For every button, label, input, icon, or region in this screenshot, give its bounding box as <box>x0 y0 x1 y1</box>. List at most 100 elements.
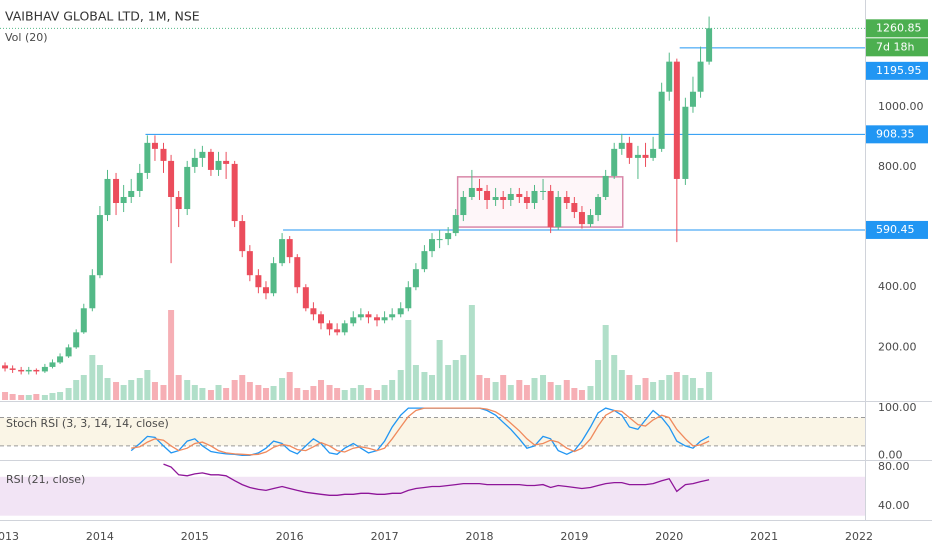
volume-bar <box>168 310 175 400</box>
volume-bar <box>587 386 594 400</box>
candle-body <box>334 329 341 333</box>
volume-bar <box>697 388 704 400</box>
volume-bar <box>578 390 585 400</box>
volume-bar <box>286 372 293 400</box>
volume-legend: Vol (20) <box>5 31 48 44</box>
volume-bar <box>484 378 491 400</box>
candle-body <box>500 196 507 200</box>
volume-bar <box>571 388 578 400</box>
volume-bar <box>452 360 459 400</box>
stoch-tick-label: 100.00 <box>878 401 917 414</box>
candle-body <box>96 215 103 276</box>
candle-body <box>516 193 523 197</box>
candle-body <box>25 369 32 372</box>
candle-body <box>468 187 475 197</box>
volume-bar <box>326 385 333 400</box>
candle-body <box>199 151 206 158</box>
volume-bar <box>128 380 135 400</box>
countdown-label: 7d 18h <box>876 40 914 53</box>
candle-body <box>706 28 713 62</box>
level-label: 590.45 <box>876 223 915 236</box>
volume-bar <box>555 385 562 400</box>
volume-bar <box>634 385 641 400</box>
candle-body <box>270 263 277 294</box>
volume-bar <box>611 355 618 400</box>
level-label-bg <box>866 220 928 239</box>
candle-body <box>555 196 562 228</box>
candle-body <box>215 160 222 170</box>
volume-bar <box>160 385 167 400</box>
last-price-label: 1260.85 <box>876 21 922 34</box>
candle-body <box>507 193 514 200</box>
candle-body <box>547 190 554 228</box>
candle-body <box>571 203 578 213</box>
volume-bar <box>246 382 253 400</box>
level-label: 1195.95 <box>876 64 922 77</box>
candle-body <box>445 233 452 240</box>
candle-body <box>540 190 547 192</box>
x-tick-label: 2021 <box>750 530 778 543</box>
candle-body <box>207 151 214 170</box>
candle-body <box>65 347 72 357</box>
rsi-tick-label: 80.00 <box>878 460 910 473</box>
candle-body <box>41 366 48 372</box>
y-tick-label: 200.00 <box>878 340 917 353</box>
candle-body <box>33 369 40 372</box>
candle-body <box>286 239 293 258</box>
volume-bar <box>405 320 412 400</box>
volume-bar <box>421 372 428 400</box>
candle-body <box>175 196 182 210</box>
candle-body <box>602 175 609 197</box>
volume-bar <box>65 388 72 400</box>
level-label-bg <box>866 125 928 144</box>
volume-bar <box>500 375 507 400</box>
volume-bar <box>658 380 665 400</box>
volume-bar <box>239 375 246 400</box>
volume-bar <box>175 375 182 400</box>
candle-body <box>223 160 230 164</box>
candle-body <box>120 196 127 204</box>
volume-bar <box>73 380 80 400</box>
candle-body <box>405 287 412 309</box>
x-tick-label: 2015 <box>181 530 209 543</box>
candle-body <box>2 365 9 369</box>
stoch-rsi-line <box>131 407 710 456</box>
volume-bar <box>120 385 127 400</box>
candle-body <box>184 166 191 210</box>
volume-bar <box>531 378 538 400</box>
candle-body <box>191 157 198 167</box>
y-tick-label: 400.00 <box>878 280 917 293</box>
rsi-line <box>163 463 710 496</box>
volume-bar <box>523 385 530 400</box>
candle-body <box>104 178 111 216</box>
candle-body <box>365 314 372 318</box>
volume-bar <box>199 388 206 400</box>
volume-bar <box>270 386 277 400</box>
candle-body <box>397 308 404 315</box>
volume-bar <box>215 385 222 400</box>
x-tick-label: 2016 <box>276 530 304 543</box>
volume-bar <box>642 378 649 400</box>
candle-body <box>302 287 309 309</box>
candle-body <box>318 314 325 324</box>
candle-body <box>421 251 428 270</box>
rsi-legend: RSI (21, close) <box>6 473 85 486</box>
volume-bar <box>476 375 483 400</box>
volume-bar <box>334 388 341 400</box>
stoch-tick-label: 0.00 <box>878 448 903 461</box>
volume-bar <box>412 365 419 400</box>
volume-bar <box>682 375 689 400</box>
volume-bar <box>357 385 364 400</box>
candle-body <box>381 317 388 321</box>
candle-body <box>476 187 483 191</box>
volume-bar <box>436 340 443 400</box>
y-tick-label: 1000.00 <box>878 100 924 113</box>
volume-bar <box>689 378 696 400</box>
volume-bar <box>650 382 657 400</box>
candle-body <box>618 142 625 149</box>
rsi-tick-label: 40.00 <box>878 499 910 512</box>
volume-bar <box>341 390 348 400</box>
volume-bar <box>223 388 230 400</box>
volume-bar <box>626 375 633 400</box>
